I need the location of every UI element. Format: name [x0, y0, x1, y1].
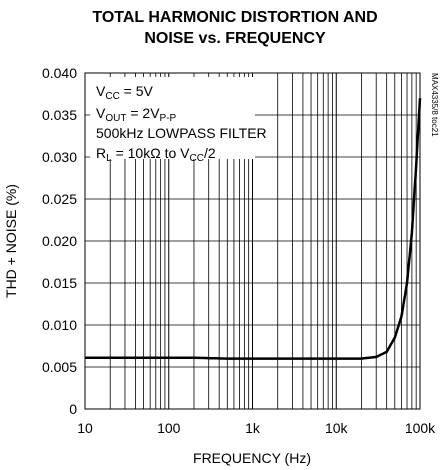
series-line	[85, 98, 422, 360]
y-tick-label: 0.030	[42, 149, 77, 165]
annotation-filter: 500kHz LOWPASS FILTER	[96, 125, 267, 141]
chart-title-line-1: TOTAL HARMONIC DISTORTION AND	[92, 9, 377, 26]
y-tick-label: 0.020	[42, 233, 77, 249]
chart-title-line-2: NOISE vs. FREQUENCY	[144, 30, 326, 47]
y-tick-label: 0.010	[42, 317, 77, 333]
x-tick-labels: 10 100 1k 10k 100k	[77, 420, 436, 436]
x-axis-label: FREQUENCY (Hz)	[193, 450, 311, 466]
annotation-rl: RL = 10kΩ to VCC/2	[96, 145, 216, 164]
y-tick-label: 0.015	[42, 275, 77, 291]
plot-frame	[84, 72, 421, 410]
x-tick-label: 100k	[405, 420, 436, 436]
side-label: MAX4335/8 toc21	[430, 73, 439, 137]
y-tick-label: 0.035	[42, 107, 77, 123]
y-axis-label: THD + NOISE (%)	[3, 184, 19, 298]
y-tick-label: 0	[69, 401, 77, 417]
y-tick-label: 0.005	[42, 359, 77, 375]
y-tick-label: 0.025	[42, 191, 77, 207]
annotation-box	[90, 77, 255, 159]
y-tick-label: 0.040	[42, 65, 77, 81]
y-tick-labels: 0 0.005 0.010 0.015 0.020 0.025 0.030 0.035 0.04…	[42, 65, 77, 417]
annotation-vcc: VCC = 5V	[96, 83, 154, 102]
annotation-vout: VOUT = 2VP-P	[96, 105, 177, 124]
x-tick-label: 1k	[245, 420, 261, 436]
x-tick-label: 10k	[325, 420, 349, 436]
x-tick-label: 10	[77, 420, 93, 436]
x-tick-label: 100	[157, 420, 181, 436]
